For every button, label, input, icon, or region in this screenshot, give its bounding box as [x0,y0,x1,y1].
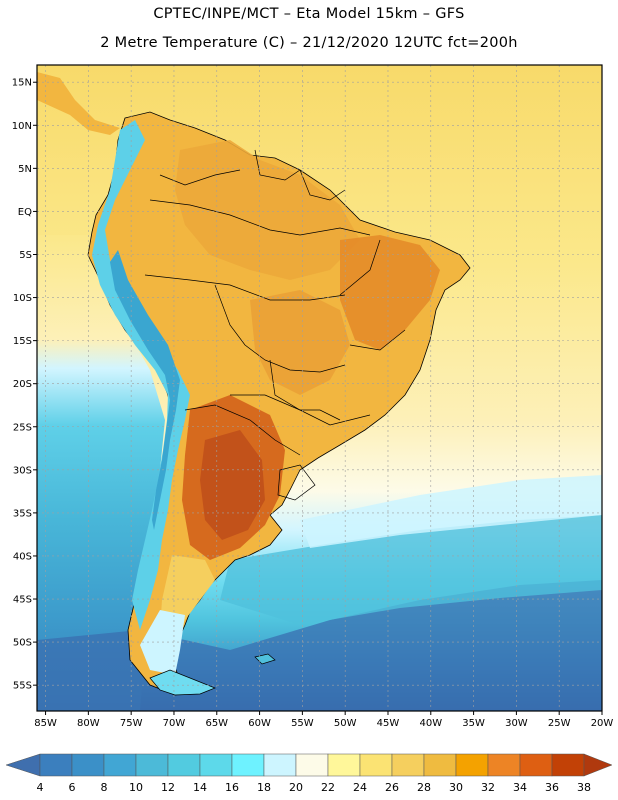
colorbar-label: 26 [385,781,399,794]
central-america-land [37,72,120,135]
colorbar-label: 32 [481,781,495,794]
y-tick-label: 45S [13,595,32,606]
colorbar-swatch [551,753,585,777]
y-tick-label: 30S [13,465,32,476]
colorbar-label: 4 [37,781,44,794]
colorbar-swatches [5,753,613,777]
colorbar-swatch [327,753,361,777]
x-tick-label: 60W [248,718,271,729]
y-axis-ticks: 15N 10N 5N EQ 5S 10S 15S 20S 25S 30S 35S 40S 45S 50S 5… [12,78,37,692]
colorbar-swatch [487,753,521,777]
colorbar-label: 14 [193,781,207,794]
y-tick-label: 10N [12,121,32,132]
y-tick-label: 5N [18,164,32,175]
pampa-very-hot-core [200,430,265,540]
central-hot-region [250,290,350,395]
y-tick-label: 55S [13,681,32,692]
colorbar-swatch [295,753,329,777]
x-tick-label: 30W [505,718,528,729]
y-tick-label: 15N [12,78,32,89]
colorbar-swatch [199,753,233,777]
colorbar-arrow-left [5,753,41,777]
andes-colder-core [110,250,180,530]
x-tick-label: 40W [419,718,442,729]
y-tick-label: 50S [13,638,32,649]
colorbar-arrow-right [583,753,613,777]
y-tick-label: 35S [13,508,32,519]
x-tick-label: 20W [591,718,614,729]
y-tick-label: 40S [13,551,32,562]
colorbar-label: 24 [353,781,367,794]
colorbar-labels: 4 6 8 10 12 14 16 18 20 22 24 26 28 30 32 34 36 38 [37,781,592,794]
x-tick-label: 75W [120,718,143,729]
colorbar-swatch [519,753,553,777]
colorbar-label: 18 [257,781,271,794]
x-tick-label: 35W [462,718,485,729]
colorbar-label: 34 [513,781,527,794]
country-borders [144,149,406,501]
colorbar-swatch [423,753,457,777]
colorbar-swatch [39,753,73,777]
colorbar-swatch [263,753,297,777]
chart-title-line2: 2 Metre Temperature (C) – 21/12/2020 12U… [100,35,518,51]
colorbar-label: 12 [161,781,175,794]
y-tick-label: 25S [13,422,32,433]
colorbar-swatch [71,753,105,777]
atlantic-light-band [300,475,602,548]
colorbar-label: 6 [69,781,76,794]
y-tick-label: 10S [13,293,32,304]
x-tick-label: 80W [77,718,100,729]
andes-cold-strip [92,120,190,630]
y-tick-label: 20S [13,379,32,390]
y-tick-label: EQ [18,207,32,218]
colorbar-swatch [455,753,489,777]
colorbar-label: 38 [577,781,591,794]
x-tick-label: 70W [163,718,186,729]
temperature-map: 85W 80W 75W 70W 65W 60W 55W 50W 45W 40W 35W 30W 25W 2… [12,64,613,729]
x-tick-label: 65W [205,718,228,729]
colorbar-label: 16 [225,781,239,794]
northeast-hot-region [340,235,440,350]
y-tick-label: 5S [19,250,32,261]
colorbar-swatch [103,753,137,777]
x-tick-label: 85W [34,718,57,729]
colorbar-swatch [391,753,425,777]
amazon-warm-region [175,140,360,280]
map-grid [37,65,603,711]
map-frame [36,64,603,712]
colorbar-label: 22 [321,781,335,794]
pacific-cool-water [37,235,165,711]
colorbar-label: 30 [449,781,463,794]
x-axis-ticks: 85W 80W 75W 70W 65W 60W 55W 50W 45W 40W 35W 30W 25W 2… [34,711,613,729]
colorbar: 4 6 8 10 12 14 16 18 20 22 24 26 28 30 32 34 36 38 [5,753,613,794]
colorbar-swatch [359,753,393,777]
colorbar-swatch [231,753,265,777]
x-tick-label: 55W [291,718,314,729]
colorbar-swatch [167,753,201,777]
colorbar-label: 8 [101,781,108,794]
south-atlantic-cool [220,515,602,625]
chart-title-line1: CPTEC/INPE/MCT – Eta Model 15km – GFS [153,6,465,22]
x-tick-label: 50W [334,718,357,729]
colorbar-swatch [135,753,169,777]
x-tick-label: 25W [548,718,571,729]
colorbar-label: 20 [289,781,303,794]
y-tick-label: 15S [13,336,32,347]
colorbar-label: 36 [545,781,559,794]
colorbar-label: 10 [129,781,143,794]
colorbar-label: 28 [417,781,431,794]
x-tick-label: 45W [377,718,400,729]
